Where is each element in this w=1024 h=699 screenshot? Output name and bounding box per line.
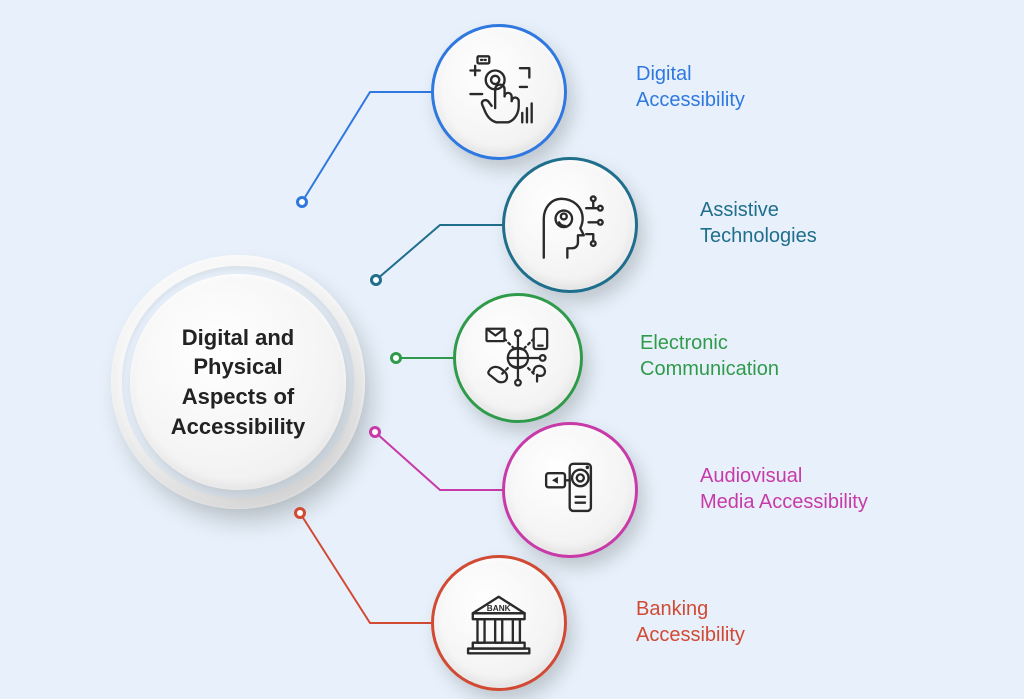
network-icon	[482, 322, 554, 394]
svg-text:BANK: BANK	[487, 604, 511, 613]
node-banking-accessibility: BANK	[431, 555, 567, 691]
endpoint-electronic-communication	[390, 352, 402, 364]
diagram-canvas: Digital and Physical Aspects of Accessib…	[0, 0, 1024, 699]
video-camera-icon	[532, 452, 607, 527]
node-audiovisual-media	[502, 422, 638, 558]
node-assistive-technologies	[502, 157, 638, 293]
ai-head-icon	[532, 187, 607, 262]
label-electronic-communication: Electronic Communication	[640, 330, 779, 382]
touch-interface-icon	[461, 54, 536, 129]
connector-banking-accessibility	[300, 513, 431, 623]
label-assistive-technologies: Assistive Technologies	[700, 197, 817, 249]
node-electronic-communication	[453, 293, 583, 423]
endpoint-digital-accessibility	[296, 196, 308, 208]
endpoint-banking-accessibility	[294, 507, 306, 519]
connector-assistive-technologies	[376, 225, 502, 280]
endpoint-audiovisual-media	[369, 426, 381, 438]
label-banking-accessibility: Banking Accessibility	[636, 596, 745, 648]
label-digital-accessibility: Digital Accessibility	[636, 61, 745, 113]
label-audiovisual-media: Audiovisual Media Accessibility	[700, 463, 868, 515]
connector-audiovisual-media	[375, 432, 502, 490]
node-digital-accessibility	[431, 24, 567, 160]
endpoint-assistive-technologies	[370, 274, 382, 286]
connector-digital-accessibility	[302, 92, 431, 202]
bank-icon: BANK	[461, 585, 536, 660]
